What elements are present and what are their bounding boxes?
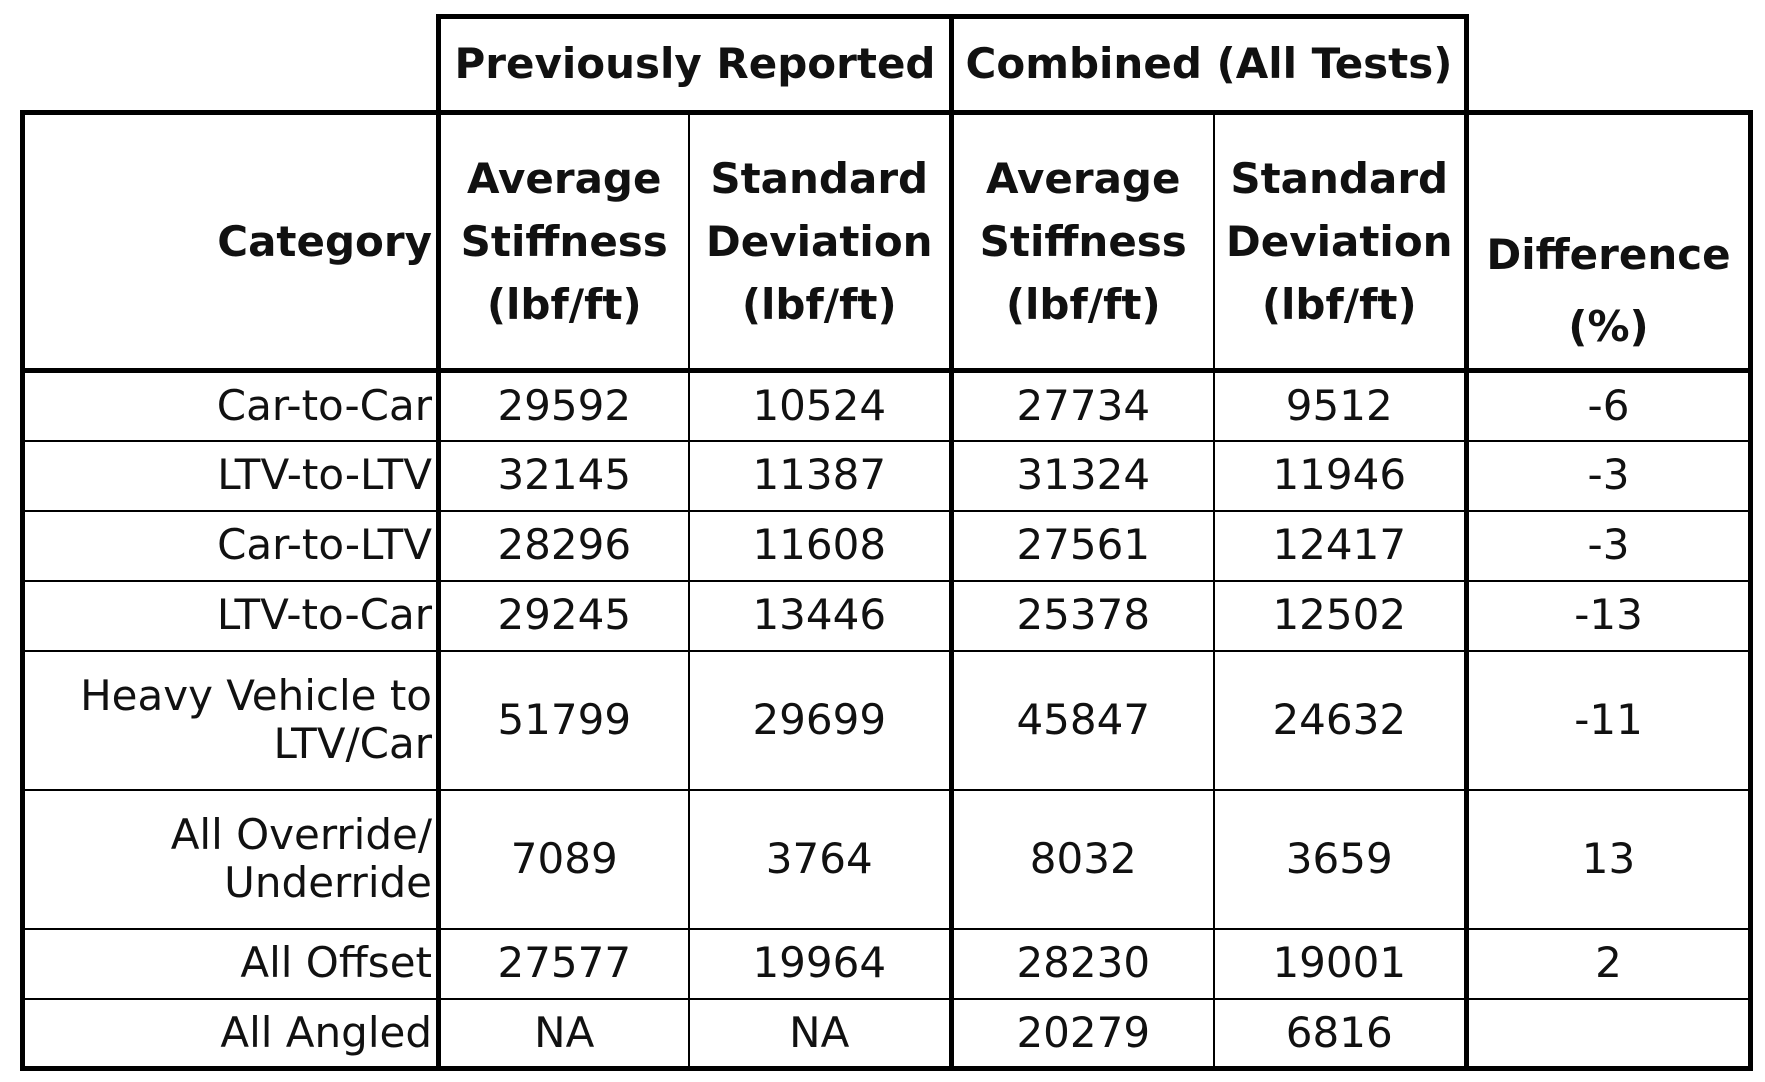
header-line: Deviation xyxy=(705,217,933,266)
cell-comb-avg: 27734 xyxy=(949,369,1215,442)
cell-prev-avg: 32145 xyxy=(436,439,690,512)
stiffness-table: Previously Reported Combined (All Tests)… xyxy=(20,14,1753,1071)
cell-prev-std: 3764 xyxy=(687,788,954,930)
header-line: (%) xyxy=(1568,301,1649,351)
header-line: Deviation xyxy=(1225,217,1453,266)
cell-difference: 2 xyxy=(1465,927,1753,1000)
cell-comb-avg: 28230 xyxy=(949,927,1215,1000)
header-comb-avg: Average Stiffness (lbf/ft) xyxy=(949,110,1215,373)
cell-category: Car-to-Car xyxy=(20,369,441,442)
cell-prev-avg: 29592 xyxy=(436,369,690,442)
cell-comb-std: 19001 xyxy=(1212,927,1469,1000)
header-line: Standard xyxy=(710,154,929,203)
cell-comb-std: 6816 xyxy=(1212,997,1469,1071)
table-row: LTV-to-Car 29245 13446 25378 12502 -13 xyxy=(20,579,1753,652)
cell-prev-avg: 27577 xyxy=(436,927,690,1000)
cell-comb-avg: 27561 xyxy=(949,509,1215,582)
cell-prev-std: NA xyxy=(687,997,954,1071)
table-row: LTV-to-LTV 32145 11387 31324 11946 -3 xyxy=(20,439,1753,512)
group-header-previous: Previously Reported xyxy=(436,14,954,115)
cell-comb-avg: 8032 xyxy=(949,788,1215,930)
header-difference: Difference (%) xyxy=(1464,110,1753,373)
cell-comb-avg: 45847 xyxy=(949,649,1215,791)
column-header-row: Category Average Stiffness (lbf/ft) Stan… xyxy=(20,110,1753,373)
cell-difference: -11 xyxy=(1465,649,1753,791)
header-line: Average xyxy=(986,154,1181,203)
cell-difference: 13 xyxy=(1465,788,1753,930)
cell-difference: -3 xyxy=(1465,439,1753,512)
cell-prev-avg: 7089 xyxy=(436,788,690,930)
cell-comb-avg: 25378 xyxy=(949,579,1215,652)
cell-comb-std: 12417 xyxy=(1212,509,1469,582)
cell-prev-std: 10524 xyxy=(687,369,954,442)
category-line: All Override/ xyxy=(170,809,432,859)
group-header-row: Previously Reported Combined (All Tests) xyxy=(23,14,1751,115)
header-line: (lbf/ft) xyxy=(1005,280,1161,329)
blank-cell xyxy=(23,17,439,113)
category-line: Car-to-Car xyxy=(216,381,432,431)
header-prev-avg: Average Stiffness (lbf/ft) xyxy=(436,110,690,373)
cell-category: All Offset xyxy=(20,927,441,1000)
cell-difference: -13 xyxy=(1465,579,1753,652)
category-line: All Angled xyxy=(220,1007,432,1057)
cell-prev-std: 11387 xyxy=(687,439,954,512)
group-header-combined: Combined (All Tests) xyxy=(949,14,1469,115)
cell-prev-avg: 28296 xyxy=(436,509,690,582)
cell-comb-std: 3659 xyxy=(1212,788,1469,930)
category-line: Car-to-LTV xyxy=(217,520,432,570)
table-row: All Override/Underride 7089 3764 8032 3659 13 xyxy=(20,788,1753,930)
header-line: (lbf/ft) xyxy=(486,280,642,329)
cell-prev-avg: 29245 xyxy=(436,579,690,652)
table-row: All Angled NA NA 20279 6816 xyxy=(20,997,1753,1071)
category-line: All Offset xyxy=(240,938,432,988)
header-line: Stiffness xyxy=(979,217,1187,266)
cell-difference xyxy=(1465,997,1753,1071)
cell-prev-std: 19964 xyxy=(687,927,954,1000)
cell-category: Heavy Vehicle to LTV/Car xyxy=(20,649,441,791)
cell-prev-std: 11608 xyxy=(687,509,954,582)
table-row: Heavy Vehicle to LTV/Car 51799 29699 45847 24… xyxy=(20,649,1753,791)
header-category: Category xyxy=(20,110,441,373)
cell-difference: -6 xyxy=(1465,369,1753,442)
header-line: (lbf/ft) xyxy=(1261,280,1417,329)
category-line: LTV-to-LTV xyxy=(217,450,432,500)
table-row: Car-to-Car 29592 10524 27734 9512 -6 xyxy=(20,369,1753,442)
blank-cell xyxy=(1467,17,1751,113)
cell-comb-std: 9512 xyxy=(1212,369,1469,442)
header-comb-std: Standard Deviation (lbf/ft) xyxy=(1212,110,1469,373)
category-line: Underride xyxy=(224,858,432,907)
header-prev-std: Standard Deviation (lbf/ft) xyxy=(687,110,954,373)
cell-difference: -3 xyxy=(1465,509,1753,582)
table-row: Car-to-LTV 28296 11608 27561 12417 -3 xyxy=(20,509,1753,582)
header-line: Standard xyxy=(1230,154,1449,203)
cell-prev-avg: NA xyxy=(436,997,690,1071)
cell-comb-avg: 31324 xyxy=(949,439,1215,512)
cell-category: LTV-to-LTV xyxy=(20,439,441,512)
table-row: All Offset 27577 19964 28230 19001 2 xyxy=(20,927,1753,1000)
cell-category: LTV-to-Car xyxy=(20,579,441,652)
cell-prev-std: 29699 xyxy=(687,649,954,791)
category-line: LTV/Car xyxy=(273,719,432,768)
header-line: Average xyxy=(467,154,662,203)
cell-comb-std: 11946 xyxy=(1212,439,1469,512)
cell-comb-std: 24632 xyxy=(1212,649,1469,791)
cell-category: All Override/Underride xyxy=(20,788,441,930)
category-line: LTV-to-Car xyxy=(216,590,432,640)
cell-category: All Angled xyxy=(20,997,441,1071)
cell-category: Car-to-LTV xyxy=(20,509,441,582)
cell-prev-std: 13446 xyxy=(687,579,954,652)
cell-comb-avg: 20279 xyxy=(949,997,1215,1071)
category-line: Heavy Vehicle to xyxy=(80,670,432,720)
header-line: (lbf/ft) xyxy=(741,280,897,329)
cell-comb-std: 12502 xyxy=(1212,579,1469,652)
cell-prev-avg: 51799 xyxy=(436,649,690,791)
header-line: Stiffness xyxy=(460,217,668,266)
header-line: Difference xyxy=(1486,230,1731,280)
